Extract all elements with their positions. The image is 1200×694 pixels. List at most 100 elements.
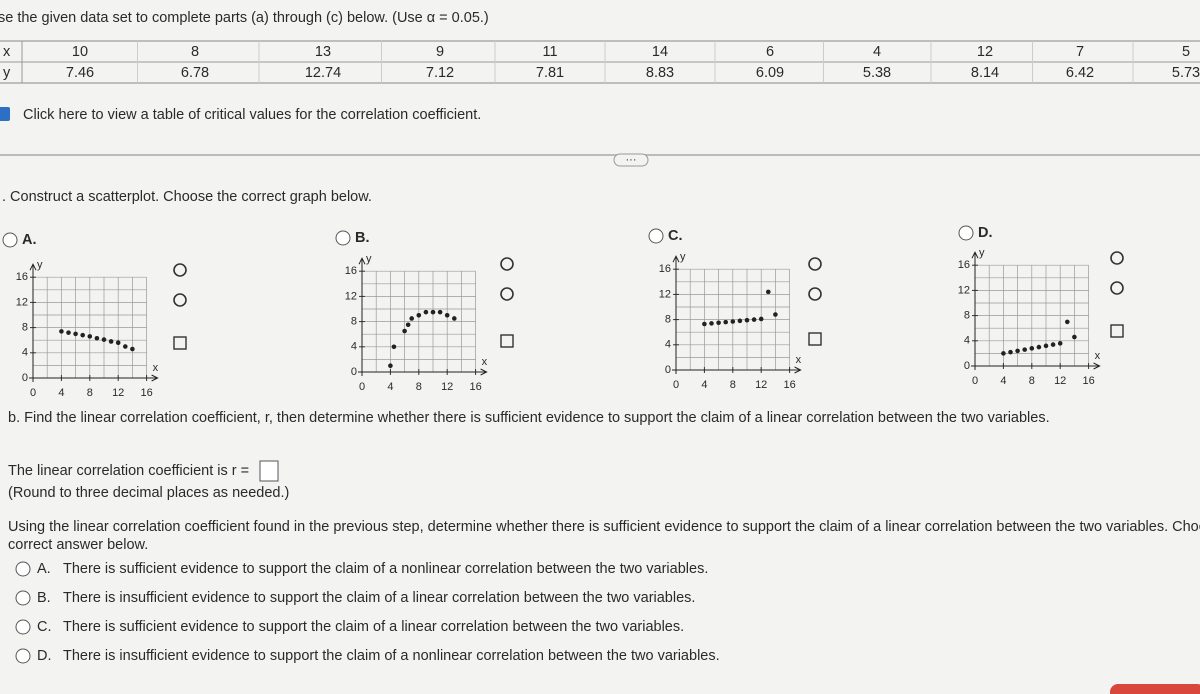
critical-values-link[interactable]: Click here to view a table of critical v… xyxy=(23,107,481,123)
zoom-icon[interactable] xyxy=(173,293,187,307)
table-icon[interactable] xyxy=(0,107,10,121)
part-b-prompt: b. Find the linear correlation coefficie… xyxy=(8,410,1050,426)
y-tick-label: 12 xyxy=(958,284,970,296)
scatter-point xyxy=(391,344,397,350)
x-tick-label: 8 xyxy=(416,381,422,393)
scatter-point xyxy=(1057,341,1063,346)
y-axis-label: y xyxy=(366,253,372,265)
x-tick-label: 16 xyxy=(469,381,481,393)
scatter-point xyxy=(405,322,411,328)
y-tick-label: 8 xyxy=(351,316,357,328)
scatter-point xyxy=(101,337,107,342)
table-cell: 13 xyxy=(315,44,331,60)
scatter-point xyxy=(1015,348,1020,354)
x-tick-label: 4 xyxy=(58,387,64,399)
table-cell: 10 xyxy=(72,44,88,60)
expand-button[interactable] xyxy=(613,153,649,167)
open-icon[interactable] xyxy=(1110,324,1124,338)
axis-arrow xyxy=(480,368,488,376)
zoom-icon[interactable] xyxy=(500,287,514,301)
y-tick-label: 16 xyxy=(345,265,357,277)
r-text: The linear correlation coefficient is r … xyxy=(8,463,249,479)
x-axis-label: x xyxy=(1095,350,1101,362)
scatter-point xyxy=(388,363,393,369)
zoom-icon[interactable] xyxy=(1110,281,1124,295)
expand-dots[interactable]: ··· xyxy=(626,154,637,166)
y-axis-label: y xyxy=(680,251,686,263)
zoom-icon[interactable] xyxy=(1110,251,1124,265)
r-input[interactable] xyxy=(259,460,279,482)
table-cell: 5.38 xyxy=(863,65,891,81)
zoom-icon[interactable] xyxy=(500,257,514,271)
option-label: C. xyxy=(37,619,52,635)
open-icon[interactable] xyxy=(173,336,187,350)
radio-button[interactable] xyxy=(648,228,664,244)
x-tick-label: 12 xyxy=(441,381,453,393)
table-cell: 9 xyxy=(436,44,444,60)
scatter-point xyxy=(1043,343,1049,349)
scatter-point xyxy=(1008,349,1013,355)
radio-button[interactable] xyxy=(15,561,31,577)
instruction: se the given data set to complete parts … xyxy=(0,10,489,26)
x-axis-label: x xyxy=(153,362,159,374)
question-line: Using the linear correlation coefficient… xyxy=(8,519,1200,535)
option-label: C. xyxy=(668,228,683,244)
option-label: A. xyxy=(37,561,51,577)
part-a-prompt: . Construct a scatterplot. Choose the co… xyxy=(2,189,372,205)
table-cell: 12 xyxy=(977,44,993,60)
radio-button[interactable] xyxy=(335,230,351,246)
scatter-point xyxy=(737,318,743,324)
zoom-icon[interactable] xyxy=(808,257,822,271)
option-text: There is sufficient evidence to support … xyxy=(63,619,684,635)
x-tick-label: 16 xyxy=(783,379,795,391)
y-tick-label: 12 xyxy=(345,290,357,302)
open-icon[interactable] xyxy=(500,334,514,348)
scatter-point xyxy=(409,316,415,321)
x-axis-label: x xyxy=(482,356,488,368)
y-tick-label: 4 xyxy=(22,347,28,359)
table-cell: 12.74 xyxy=(305,65,341,81)
option-text: There is insufficient evidence to suppor… xyxy=(63,648,720,664)
table-cell: 7.81 xyxy=(536,65,564,81)
x-tick-label: 0 xyxy=(972,375,978,387)
scatter-point xyxy=(1072,334,1077,340)
option-text: There is insufficient evidence to suppor… xyxy=(63,590,695,606)
scatter-point xyxy=(723,319,728,325)
axis-arrow xyxy=(29,263,37,271)
x-tick-label: 8 xyxy=(1029,375,1035,387)
scatter-point xyxy=(108,339,114,344)
x-tick-label: 0 xyxy=(30,387,36,399)
action-button[interactable] xyxy=(1110,684,1200,694)
table-cell: 5.73 xyxy=(1172,65,1200,81)
y-tick-label: 16 xyxy=(659,263,671,275)
table-cell: 6.42 xyxy=(1066,65,1094,81)
option-text: There is sufficient evidence to support … xyxy=(63,561,708,577)
option-label: B. xyxy=(37,590,51,606)
scatter-point xyxy=(758,316,764,322)
y-tick-label: 0 xyxy=(22,372,28,384)
scatter-point xyxy=(702,321,707,327)
table-cell: 8 xyxy=(191,44,199,60)
scatter-point xyxy=(709,321,714,326)
radio-button[interactable] xyxy=(15,648,31,664)
open-icon[interactable] xyxy=(808,332,822,346)
y-tick-label: 8 xyxy=(964,310,970,322)
scatter-point xyxy=(94,336,100,341)
scatter-point xyxy=(751,317,757,322)
radio-button[interactable] xyxy=(958,225,974,241)
radio-button[interactable] xyxy=(15,590,31,606)
y-tick-label: 12 xyxy=(659,288,671,300)
zoom-icon[interactable] xyxy=(173,263,187,277)
question-line: correct answer below. xyxy=(8,537,148,553)
table-cell: 11 xyxy=(542,44,557,60)
scatter-point xyxy=(766,289,771,295)
radio-button[interactable] xyxy=(2,232,18,248)
scatter-point xyxy=(1001,351,1006,356)
radio-button[interactable] xyxy=(15,619,31,635)
table-cell: 4 xyxy=(873,44,881,60)
scatter-point xyxy=(1022,347,1027,352)
x-tick-label: 12 xyxy=(1054,375,1066,387)
x-tick-label: 16 xyxy=(1082,375,1094,387)
zoom-icon[interactable] xyxy=(808,287,822,301)
table-cell: 5 xyxy=(1182,44,1190,60)
